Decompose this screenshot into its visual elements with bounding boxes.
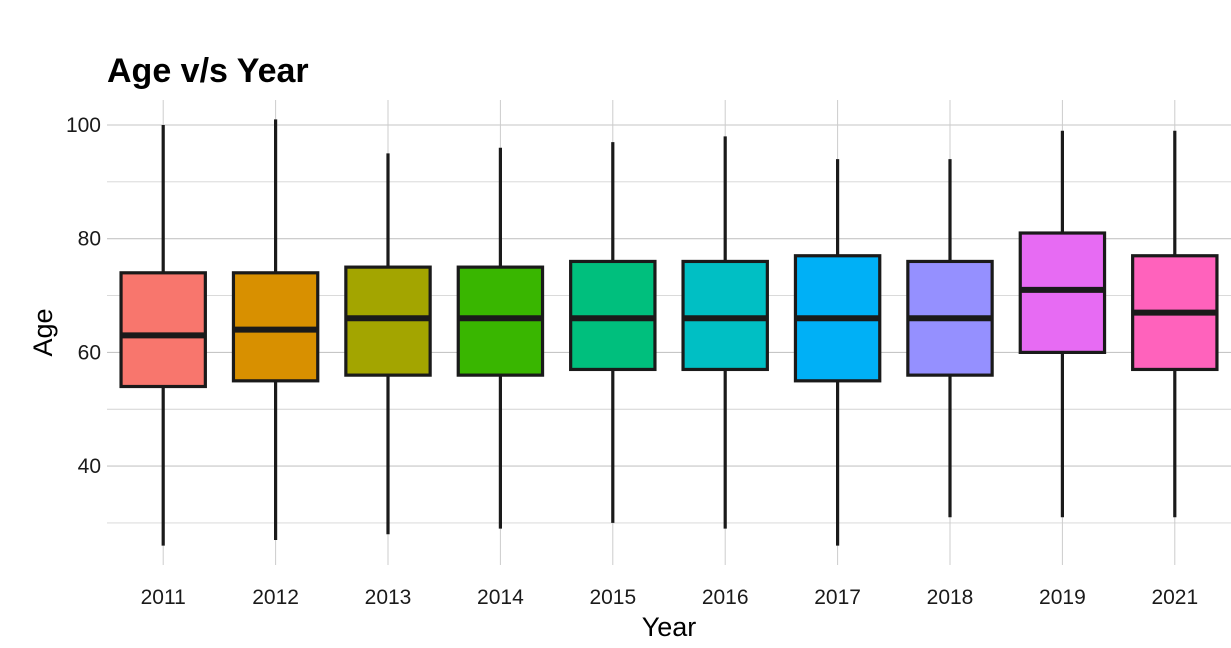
x-axis-title: Year	[642, 612, 697, 642]
x-tick-label: 2013	[365, 586, 412, 609]
x-tick-label: 2015	[589, 586, 636, 609]
x-tick-label: 2012	[252, 586, 299, 609]
y-tick-label: 80	[78, 228, 101, 251]
x-tick-label: 2016	[702, 586, 749, 609]
y-axis-title: Age	[28, 308, 58, 356]
x-tick-label: 2017	[814, 586, 861, 609]
y-tick-label: 40	[78, 455, 101, 478]
y-tick-label: 60	[78, 341, 101, 364]
x-tick-label: 2011	[141, 586, 186, 609]
x-tick-label: 2019	[1039, 586, 1086, 609]
x-tick-label: 2018	[927, 586, 974, 609]
y-tick-label: 100	[66, 114, 101, 137]
chart-title: Age v/s Year	[107, 52, 309, 90]
box-2011	[119, 271, 207, 389]
x-tick-label: 2021	[1151, 586, 1198, 609]
x-tick-label: 2014	[477, 586, 524, 609]
